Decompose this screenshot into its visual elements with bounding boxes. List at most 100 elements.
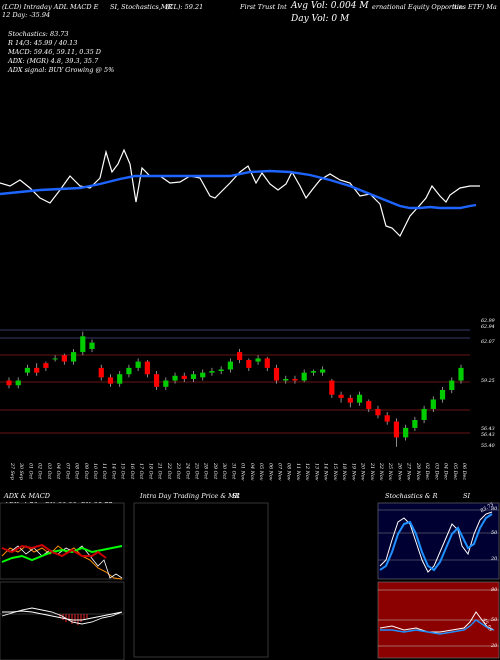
candle-body <box>329 380 335 395</box>
candle-body <box>126 367 132 375</box>
date-tick-label: 09 Oct <box>83 463 89 479</box>
date-tick-label: 24 Oct <box>184 462 190 479</box>
price-line <box>0 148 480 238</box>
candle-body <box>135 361 141 368</box>
header-left-2: 12 Day: -35.94 <box>2 11 51 19</box>
date-tick-label: 26 Nov <box>396 462 402 481</box>
fund-name-1: First Trust Int <box>240 3 287 11</box>
header-close-label: (CL): 59.21 <box>166 3 204 11</box>
header-stoch-label: SI, Stochastics,MR <box>110 3 173 11</box>
date-tick-label: 01 Oct <box>27 463 33 479</box>
candle-body <box>292 378 298 381</box>
candle-body <box>356 394 363 403</box>
date-tick-label: 15 Nov <box>332 463 338 481</box>
price-tick-label: 56.43 <box>481 432 495 438</box>
candle-body <box>52 358 58 360</box>
date-tick-label: 21 Oct <box>157 462 163 479</box>
date-tick-label: 12 Nov <box>304 463 310 481</box>
candle-body <box>246 360 252 368</box>
candle-body <box>153 374 160 387</box>
date-tick-label: 18 Oct <box>147 463 153 479</box>
candle-body <box>403 427 409 438</box>
date-tick-label: 29 Oct <box>212 462 218 479</box>
candle-body <box>384 415 390 422</box>
date-tick-label: 05 Dec <box>452 463 458 480</box>
price-tick-label: 62.99 <box>481 318 495 324</box>
date-tick-label: 04 Nov <box>249 463 255 481</box>
stochastics-readout: Stochastics: 83.73 <box>8 30 69 38</box>
candle-body <box>320 369 326 373</box>
date-tick-label: 14 Nov <box>323 463 329 481</box>
candle-body <box>301 372 307 381</box>
candle-body <box>310 371 317 373</box>
date-tick-label: 13 Nov <box>313 463 319 481</box>
candle-body <box>190 374 197 379</box>
date-tick-label: 03 Dec <box>433 463 439 480</box>
date-tick-label: 28 Oct <box>203 462 209 479</box>
macd-readout: MACD: 59.46, 59.11, 0.35 D <box>8 48 102 56</box>
date-tick-label: 02 Oct <box>37 463 43 479</box>
candle-body <box>273 367 280 381</box>
adx-macd-title: ADX & MACD <box>4 492 50 500</box>
rsi-tick-80: 80 <box>491 587 498 593</box>
date-tick-label: 10 Oct <box>92 463 98 479</box>
date-tick-label: 31 Oct <box>230 463 236 479</box>
stoch-panel-title: Stochastics & R <box>385 492 438 500</box>
candle-body <box>70 352 77 362</box>
candle-body <box>172 375 178 381</box>
date-axis: 27 Sep 30 Sep 01 Oct 02 Oct 03 Oct 04 Oct 07 O… <box>9 462 467 481</box>
date-tick-label: 03 Oct <box>46 463 52 479</box>
date-tick-label: 25 Oct <box>193 462 199 479</box>
price-gridlines <box>0 329 470 434</box>
date-tick-label: 01 Nov <box>240 463 246 481</box>
candle-body <box>34 367 40 373</box>
candle-body <box>255 358 261 362</box>
price-tick-label: 62.94 <box>481 324 495 330</box>
stoch-tick-20: 20 <box>491 556 498 562</box>
candlesticks <box>6 331 464 447</box>
date-tick-label: 30 Sep <box>18 463 24 480</box>
date-tick-label: 07 Nov <box>277 463 283 481</box>
avg-volume: Avg Vol: 0.004 M <box>291 1 369 11</box>
candle-body <box>430 399 436 409</box>
date-tick-label: 04 Oct <box>55 463 61 479</box>
date-tick-label: 02 Dec <box>424 463 430 480</box>
candle-body <box>218 369 224 372</box>
intraday-si: SI <box>232 492 240 500</box>
candle-body <box>107 377 114 384</box>
intraday-title: Intra Day Trading Price & MR <box>140 492 240 500</box>
rsi-tick-50: 50 <box>491 617 498 623</box>
date-tick-label: 21 Nov <box>369 462 375 481</box>
adx-readout: ADX: (MGR) 4.8, 39.3, 35.7 <box>8 57 99 65</box>
date-tick-label: 27 Sep <box>9 462 15 480</box>
candle-body <box>200 372 206 378</box>
stoch-value: 83.73 <box>479 501 495 515</box>
date-tick-label: 17 Oct <box>138 463 144 479</box>
candle-body <box>412 420 418 428</box>
adx-values: ADX: 4.76 +DY: 39.29 -DY: 35.77 <box>4 501 113 509</box>
date-tick-label: 30 Oct <box>221 463 227 479</box>
macd-panel <box>0 581 125 660</box>
candle-body <box>117 374 123 384</box>
price-tick-label: 55.40 <box>481 443 495 449</box>
date-tick-label: 15 Oct <box>120 463 126 479</box>
candle-body <box>439 390 446 400</box>
candle-body <box>24 367 31 373</box>
date-tick-label: 18 Nov <box>341 463 347 481</box>
fund-name-3: ities ETF) Ma <box>452 3 497 11</box>
day-volume: Day Vol: 0 M <box>291 14 350 24</box>
candle-body <box>264 358 270 368</box>
r-readout: R 14/3: 45.99 / 40.13 <box>8 39 78 47</box>
stoch-tick-80: 80 <box>491 506 498 512</box>
candle-body <box>458 367 464 381</box>
intraday-panel <box>133 502 269 658</box>
date-tick-label: 20 Nov <box>360 462 366 481</box>
date-tick-label: 11 Oct <box>101 463 107 479</box>
date-tick-label: 04 Dec <box>443 463 449 480</box>
candle-body <box>15 380 21 386</box>
candle-body <box>227 361 233 370</box>
date-tick-label: 08 Nov <box>286 463 292 481</box>
candle-body <box>209 371 215 373</box>
candle-body <box>181 375 187 379</box>
